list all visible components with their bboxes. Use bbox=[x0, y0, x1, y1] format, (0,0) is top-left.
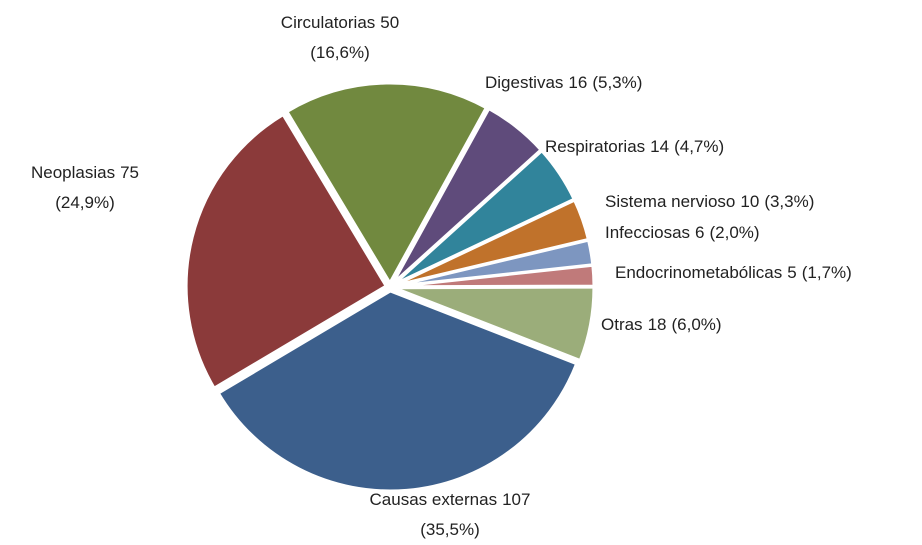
pie-slice bbox=[284, 81, 489, 287]
pie-slice bbox=[184, 112, 389, 391]
slice-value: 50 bbox=[380, 13, 399, 32]
slice-category: Causas externas bbox=[370, 490, 498, 509]
slice-label: Neoplasias 75 (24,9%) bbox=[31, 163, 139, 212]
slice-percent: (3,3%) bbox=[764, 192, 814, 211]
slice-category: Neoplasias bbox=[31, 163, 115, 182]
slice-percent: (4,7%) bbox=[674, 137, 724, 156]
slice-percent: (6,0%) bbox=[671, 315, 721, 334]
slice-percent: (24,9%) bbox=[55, 193, 115, 212]
slice-value: 75 bbox=[120, 163, 139, 182]
slice-category: Digestivas bbox=[485, 73, 563, 92]
slice-value: 14 bbox=[650, 137, 669, 156]
slice-category: Endocrinometabólicas bbox=[615, 263, 782, 282]
slice-label: Respiratorias 14 (4,7%) bbox=[545, 137, 724, 156]
slice-category: Otras bbox=[601, 315, 643, 334]
slice-category: Circulatorias bbox=[281, 13, 375, 32]
slice-value: 5 bbox=[787, 263, 796, 282]
slice-value: 107 bbox=[502, 490, 530, 509]
slice-category: Sistema nervioso bbox=[605, 192, 735, 211]
pie-slice bbox=[393, 285, 596, 363]
slice-category: Respiratorias bbox=[545, 137, 645, 156]
slice-category: Infecciosas bbox=[605, 223, 690, 242]
slice-value: 16 bbox=[568, 73, 587, 92]
slice-percent: (1,7%) bbox=[802, 263, 852, 282]
slice-percent: (35,5%) bbox=[420, 520, 480, 539]
slice-value: 6 bbox=[695, 223, 704, 242]
slice-percent: (16,6%) bbox=[310, 43, 370, 62]
slice-percent: (5,3%) bbox=[592, 73, 642, 92]
slice-label: Digestivas 16 (5,3%) bbox=[485, 73, 642, 92]
pie-slice bbox=[216, 289, 579, 493]
slice-value: 10 bbox=[740, 192, 759, 211]
slice-label: Otras 18 (6,0%) bbox=[601, 315, 722, 334]
slice-label: Causas externas 107 (35,5%) bbox=[370, 490, 531, 539]
slice-label: Sistema nervioso 10 (3,3%) bbox=[605, 192, 814, 211]
slice-value: 18 bbox=[648, 315, 667, 334]
slice-label: Endocrinometabólicas 5 (1,7%) bbox=[615, 263, 852, 282]
slice-label: Circulatorias 50 (16,6%) bbox=[281, 13, 399, 62]
slice-percent: (2,0%) bbox=[710, 223, 760, 242]
slice-label: Infecciosas 6 (2,0%) bbox=[605, 223, 760, 242]
